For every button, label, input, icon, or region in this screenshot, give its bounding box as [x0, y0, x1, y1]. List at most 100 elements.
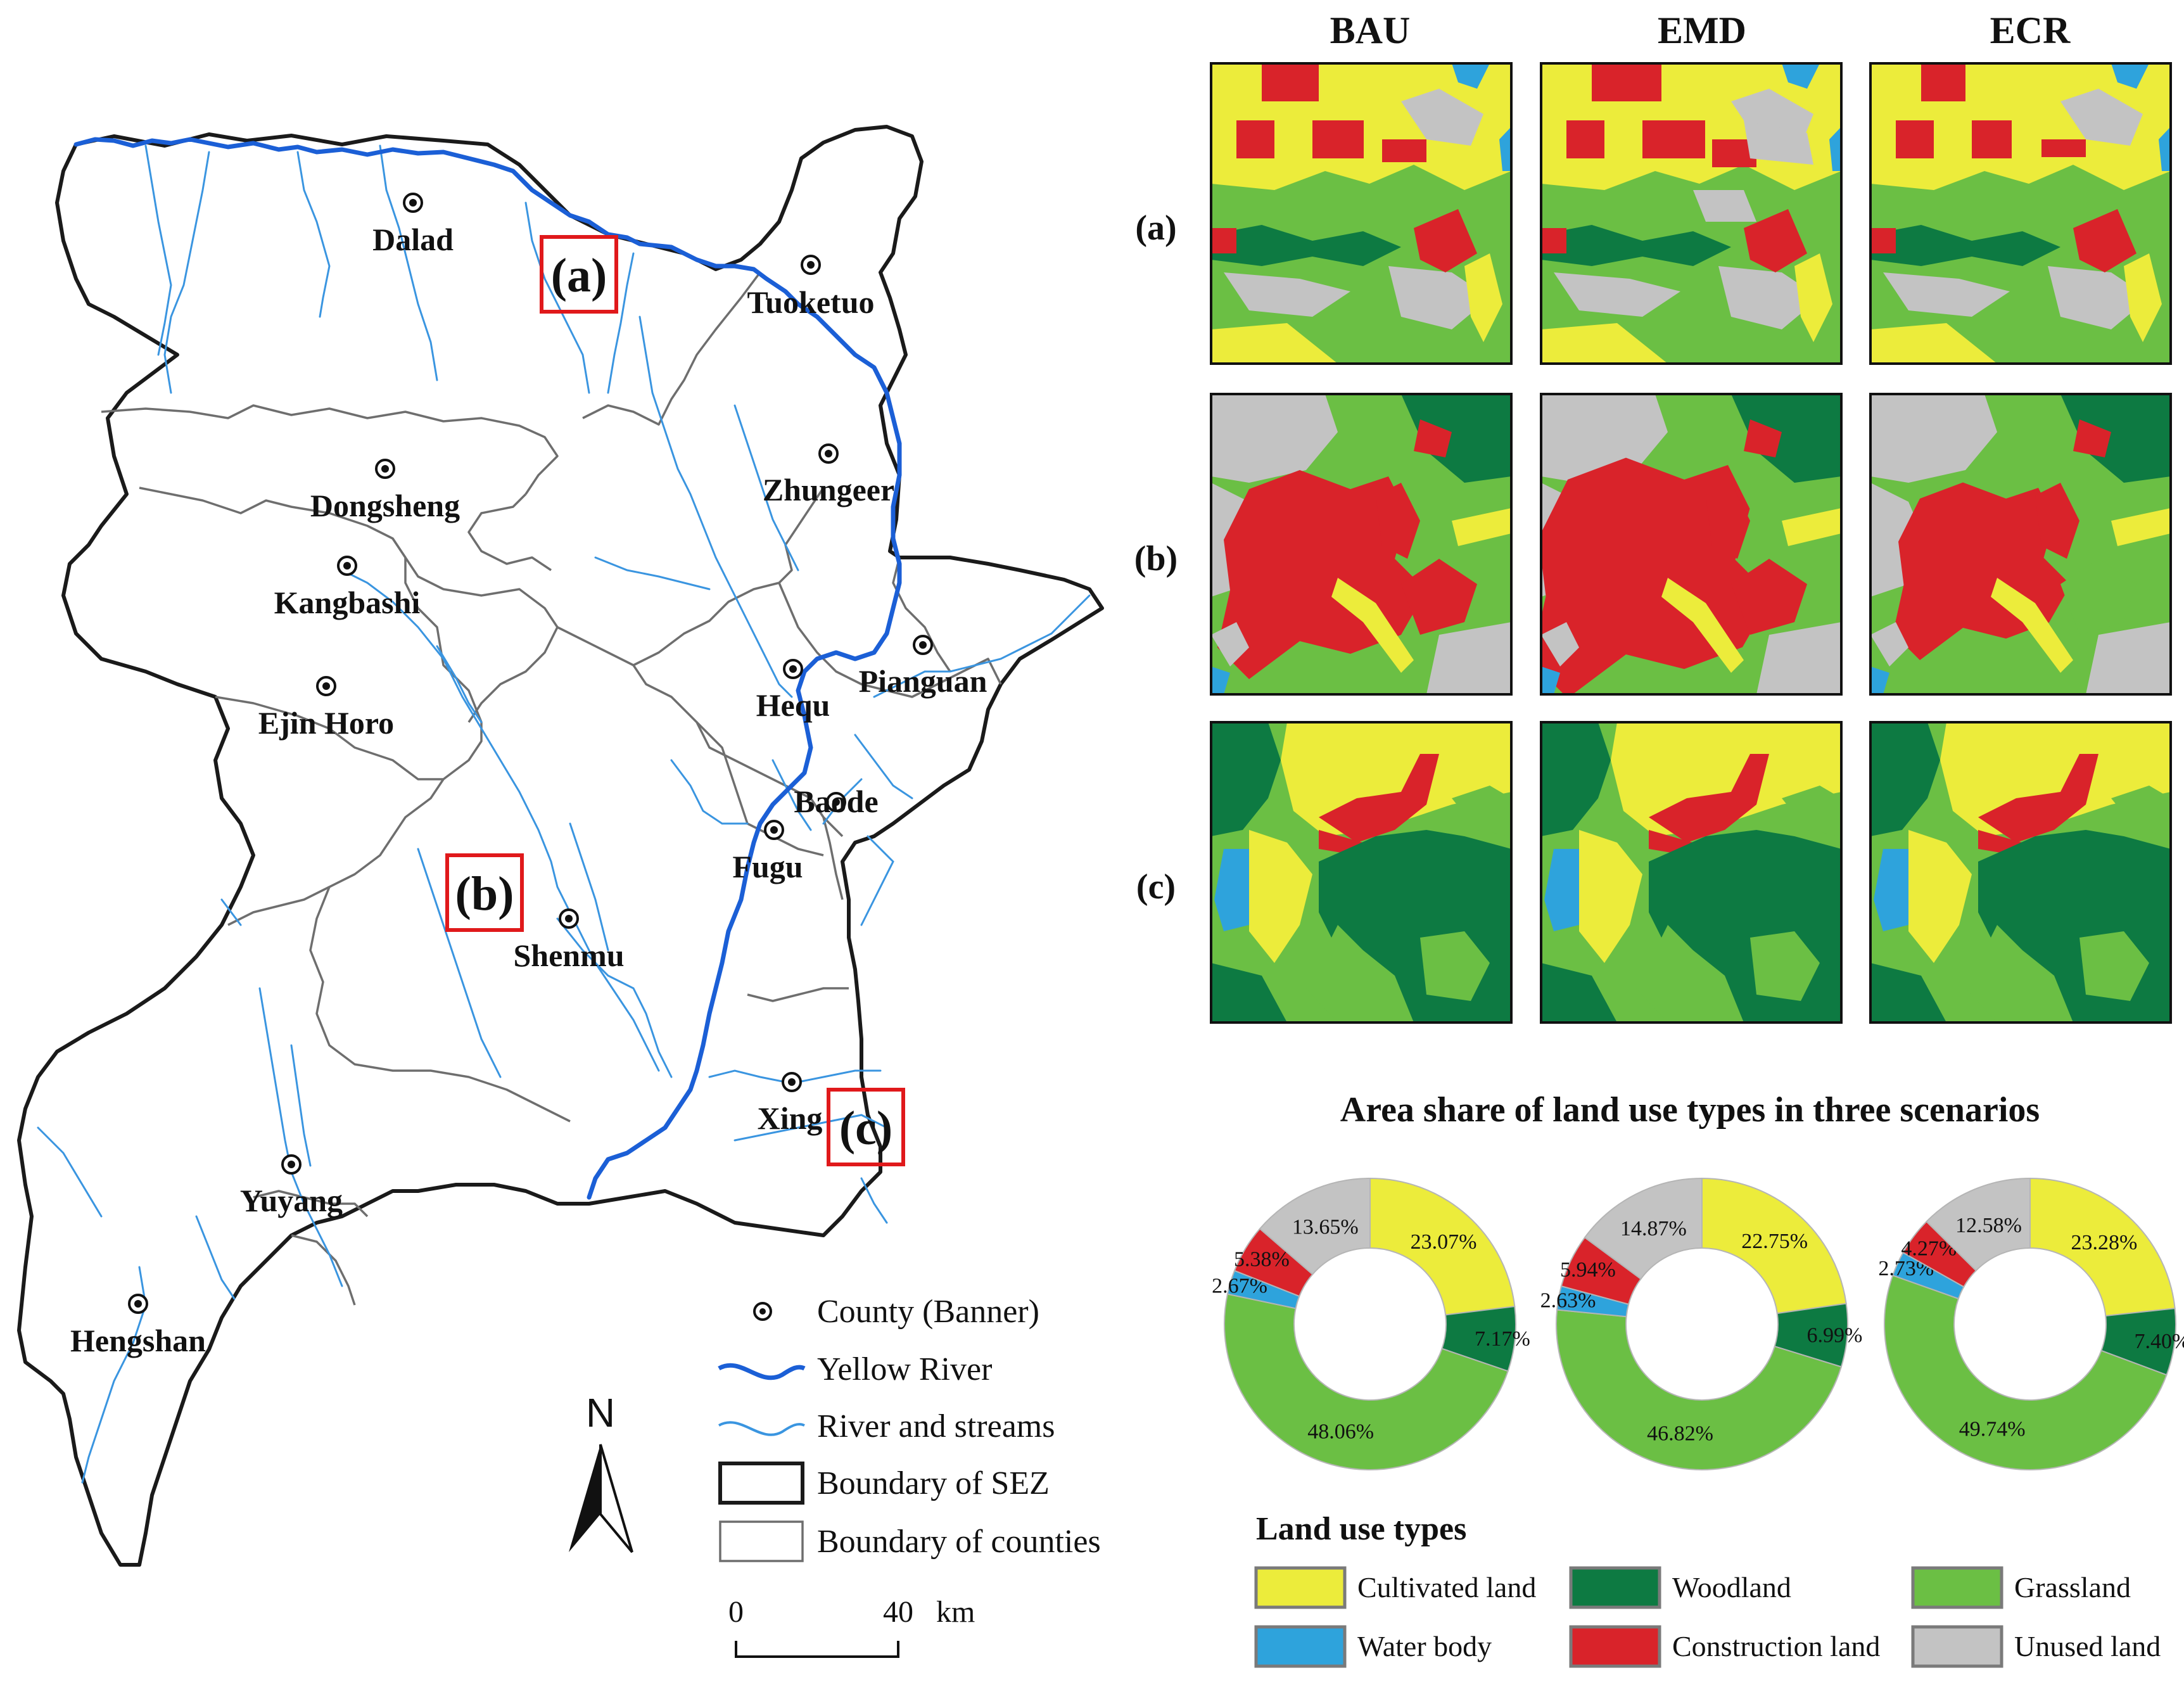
legend-rivers: River and streams	[718, 1408, 1055, 1444]
panel-c-bau[interactable]	[1210, 721, 1513, 1024]
legend-item-woodland: Woodland	[1569, 1566, 1791, 1609]
legend-item-grassland: Grassland	[1911, 1566, 2131, 1609]
legend-county-text: County (Banner)	[817, 1294, 1039, 1330]
county-pianguan: Pianguan	[859, 635, 987, 699]
county-hengshan: Hengshan	[70, 1294, 206, 1358]
slice-label-emd-1: 6.99%	[1806, 1323, 1862, 1347]
county-kangbashi: Kangbashi	[274, 556, 421, 620]
panel-grid	[1210, 62, 2172, 1024]
map-legend: County (Banner) Yellow River River and s…	[718, 1294, 1101, 1562]
slice-label-ecr-2: 49.74%	[1959, 1417, 2026, 1441]
slice-emd-unused-land	[1584, 1177, 1703, 1280]
row-header-c: (c)	[1136, 867, 1176, 907]
legend-item-unused: Unused land	[1911, 1625, 2161, 1668]
panel-a-ecr[interactable]	[1869, 62, 2172, 365]
county-tuoketuo: Tuoketuo	[747, 255, 875, 320]
county-markers: Dalad Tuoketuo Zhungeer Dongsheng Kangbashi E…	[70, 193, 987, 1358]
scale-unit: km	[936, 1595, 975, 1629]
county-label-kangbashi: Kangbashi	[274, 585, 421, 620]
rivers-and-streams	[37, 144, 1091, 1484]
county-label-yuyang: Yuyang	[240, 1183, 343, 1218]
slice-label-ecr-0: 23.28%	[2071, 1231, 2137, 1254]
slice-ecr-cultivated-land	[2029, 1177, 2176, 1317]
study-box-c-label: (c)	[839, 1102, 892, 1155]
study-box-a[interactable]	[540, 235, 618, 314]
yellow-river-icon	[718, 1363, 806, 1380]
north-arrow: N	[569, 1390, 633, 1553]
county-label-baode: Baode	[794, 784, 878, 819]
slice-label-bau-1: 7.17%	[1475, 1327, 1530, 1351]
panel-a-emd[interactable]	[1540, 62, 1843, 365]
land-use-legend-title: Land use types	[1256, 1511, 1466, 1547]
county-label-dongsheng: Dongsheng	[310, 488, 460, 523]
study-box-b[interactable]	[445, 853, 524, 932]
slice-label-bau-4: 5.38%	[1234, 1247, 1290, 1271]
slice-label-emd-5: 14.87%	[1620, 1217, 1687, 1240]
slice-bau-unused-land	[1259, 1177, 1371, 1275]
legend-county: County (Banner)	[753, 1294, 1039, 1330]
legend-label-woodland: Woodland	[1672, 1571, 1791, 1603]
legend-label-grassland: Grassland	[2014, 1571, 2131, 1603]
legend-item-construction: Construction land	[1569, 1625, 1880, 1668]
panel-b-bau[interactable]	[1210, 393, 1513, 696]
slice-label-ecr-1: 7.40%	[2134, 1330, 2184, 1353]
county-label-dalad: Dalad	[372, 222, 454, 257]
county-label-ejinhoro: Ejin Horo	[258, 705, 394, 741]
county-boundary-icon	[719, 1520, 804, 1562]
donut-ecr: 23.28%7.40%49.74%2.73%4.27%12.58%	[1878, 1177, 2184, 1470]
legend-item-cultivated: Cultivated land	[1254, 1566, 1536, 1609]
donut-group: 23.07%7.17%48.06%2.67%5.38%13.65%22.75%6…	[1212, 1177, 2184, 1470]
slice-label-bau-0: 23.07%	[1411, 1230, 1477, 1254]
county-label-hengshan: Hengshan	[70, 1323, 206, 1358]
county-zhungeer: Zhungeer	[763, 443, 894, 507]
panel-a-bau[interactable]	[1210, 62, 1513, 365]
swatch-cultivated	[1254, 1566, 1347, 1609]
legend-county-boundary: Boundary of counties	[719, 1520, 1101, 1562]
panel-c-ecr[interactable]	[1869, 721, 2172, 1024]
scale-line	[735, 1641, 899, 1658]
scale-bar: 0 40 km	[728, 1595, 975, 1658]
slice-ecr-unused-land	[1926, 1177, 2031, 1271]
donut-charts: Area share of land use types in three sc…	[1212, 1090, 2184, 1470]
col-header-bau: BAU	[1330, 10, 1411, 51]
slice-label-emd-2: 46.82%	[1647, 1422, 1713, 1446]
yellow-river	[73, 137, 902, 1200]
study-area-boxes: (a) (b) (c)	[445, 235, 905, 1166]
legend-rivers-text: River and streams	[817, 1408, 1055, 1444]
county-label-xing: Xing	[758, 1100, 823, 1136]
swatch-unused	[1911, 1625, 2003, 1668]
legend-label-unused: Unused land	[2014, 1630, 2161, 1662]
stream-icon	[718, 1421, 805, 1436]
slice-label-ecr-5: 12.58%	[1955, 1214, 2022, 1237]
slice-emd-grassland	[1556, 1309, 1843, 1470]
panel-b-ecr[interactable]	[1869, 393, 2172, 696]
legend-label-construction: Construction land	[1672, 1630, 1880, 1662]
slice-bau-cultivated-land	[1369, 1177, 1516, 1316]
county-hequ: Hequ	[756, 659, 830, 723]
north-label: N	[586, 1390, 615, 1436]
county-xing: Xing	[758, 1072, 823, 1136]
county-label-hequ: Hequ	[756, 687, 830, 723]
slice-label-bau-2: 48.06%	[1307, 1420, 1374, 1444]
slice-ecr-grassland	[1884, 1274, 2168, 1470]
county-shenmu: Shenmu	[513, 908, 625, 973]
legend-sez-boundary: Boundary of SEZ	[718, 1462, 1050, 1505]
county-marker-icon	[753, 1302, 772, 1321]
county-fugu: Fugu	[732, 820, 803, 884]
donut-bau: 23.07%7.17%48.06%2.67%5.38%13.65%	[1212, 1177, 1530, 1470]
land-use-legend: Land use types Cultivated land Woodland Gr…	[1254, 1511, 2161, 1668]
swatch-woodland	[1569, 1566, 1661, 1609]
study-box-c[interactable]	[827, 1088, 905, 1166]
col-header-emd: EMD	[1658, 10, 1746, 51]
county-dongsheng: Dongsheng	[310, 459, 460, 523]
legend-label-cultivated: Cultivated land	[1357, 1571, 1536, 1603]
panel-b-emd[interactable]	[1532, 393, 1843, 698]
donut-emd: 22.75%6.99%46.82%2.63%5.94%14.87%	[1540, 1177, 1862, 1470]
col-header-ecr: ECR	[1990, 10, 2071, 51]
panel-c-emd[interactable]	[1540, 721, 1843, 1024]
county-label-tuoketuo: Tuoketuo	[747, 284, 874, 320]
scenario-panels: BAU EMD ECR (a) (b) (c)	[1134, 10, 2172, 1024]
county-ejinhoro: Ejin Horo	[258, 676, 394, 741]
legend-item-water: Water body	[1254, 1625, 1492, 1668]
